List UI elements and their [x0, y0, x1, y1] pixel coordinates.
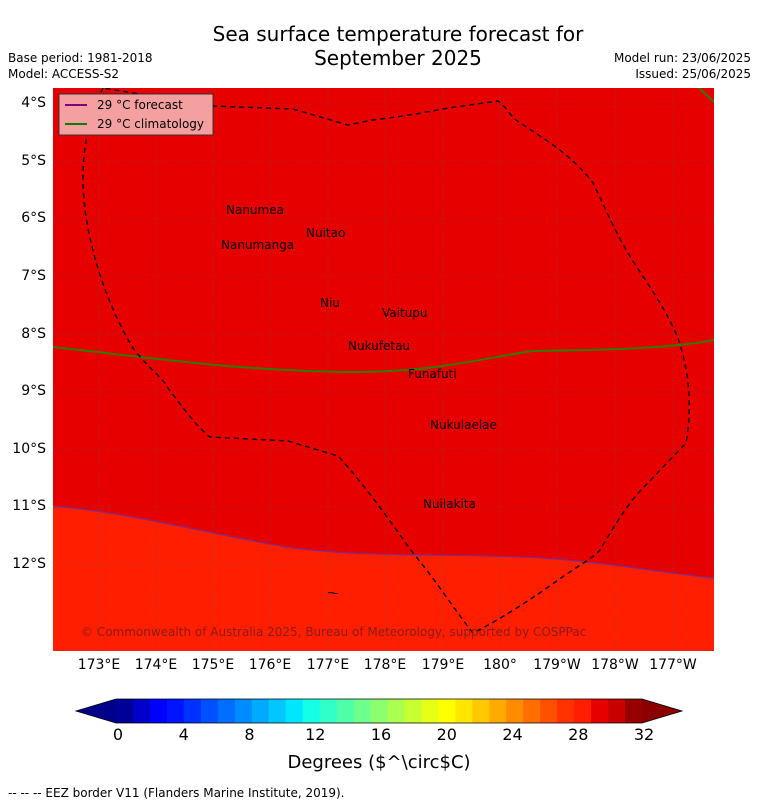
place-label-nuitao: Nuitao — [306, 226, 345, 240]
longitude-label: 175°E — [191, 657, 235, 673]
copyright-notice: © Commonwealth of Australia 2025, Bureau… — [81, 625, 586, 639]
colorbar-segment — [234, 699, 253, 723]
colorbar-tick-label: 24 — [502, 725, 523, 744]
colorbar-segment — [217, 699, 236, 723]
colorbar-low-extension — [76, 699, 116, 723]
longitude-label: 177°W — [649, 657, 697, 673]
colorbar-segment — [302, 699, 321, 723]
colorbar-segment — [268, 699, 287, 723]
place-label-nanumea: Nanumea — [226, 203, 284, 217]
latitude-label: 12°S — [12, 556, 46, 572]
colorbar-tick-label: 28 — [568, 725, 589, 744]
map-legend: 29 °C forecast 29 °C climatology — [58, 93, 214, 136]
graticule — [53, 88, 714, 651]
place-label-nukulaelae: Nukulaelae — [430, 418, 497, 432]
colorbar-segment — [506, 699, 524, 723]
colorbar-segment — [132, 699, 151, 723]
cooler-water-region — [53, 506, 714, 651]
legend-forecast-label: 29 °C forecast — [97, 98, 183, 112]
place-label-nuilakita: Nuilakita — [423, 497, 476, 511]
map-title: Sea surface temperature forecast for Sep… — [0, 22, 758, 70]
colorbar-segment — [200, 699, 219, 723]
colorbar-segment — [370, 699, 388, 723]
colorbar-tick-label: 16 — [370, 725, 392, 744]
colorbar-tick-label: 20 — [436, 725, 457, 744]
latitude-label: 9°S — [21, 383, 46, 399]
colorbar — [74, 698, 684, 724]
place-label-funafuti: Funafuti — [408, 367, 457, 381]
longitude-label: 176°E — [248, 657, 292, 673]
longitude-label: 177°E — [306, 657, 350, 673]
model-name: Model: ACCESS-S2 — [8, 67, 120, 81]
colorbar-segment — [608, 699, 626, 723]
longitude-label: 174°E — [134, 657, 178, 673]
colorbar-units: Degrees ($^\circ$C) — [287, 752, 471, 773]
colorbar-segment — [455, 699, 473, 723]
colorbar-segment — [336, 699, 355, 723]
sst-map: Nanumea Nuitao Nanumanga Niu Vaitupu Nuk… — [53, 88, 714, 651]
eez-footnote: -- -- -- EEZ border V11 (Flanders Marine… — [8, 786, 345, 800]
colorbar-segment — [540, 699, 558, 723]
latitude-label: 4°S — [21, 95, 46, 111]
colorbar-tick-label: 8 — [244, 725, 255, 744]
colorbar-segment — [574, 699, 592, 723]
longitude-label: 173°E — [77, 657, 121, 673]
place-label-nanumanga: Nanumanga — [221, 238, 294, 252]
colorbar-outline — [74, 698, 684, 724]
colorbar-tick-label: 4 — [178, 725, 189, 744]
colorbar-segment — [251, 699, 270, 723]
colorbar-segment — [421, 699, 439, 723]
longitude-label: 179°W — [533, 657, 581, 673]
longitude-label: 179°E — [421, 657, 465, 673]
colorbar-tick-label: 12 — [305, 725, 326, 744]
colorbar-segment — [166, 699, 185, 723]
colorbar-segment — [489, 699, 507, 723]
climatology-29c-contour — [53, 339, 714, 374]
colorbar-segment — [557, 699, 575, 723]
colorbar-segment — [523, 699, 541, 723]
base-period: Base period: 1981-2018 — [8, 51, 153, 65]
colorbar-segment — [319, 699, 338, 723]
island-outline — [327, 591, 339, 595]
colorbar-tick-label: 32 — [633, 725, 655, 744]
legend-climatology-label: 29 °C climatology — [97, 117, 204, 131]
colorbar-segment — [116, 699, 134, 723]
latitude-label: 10°S — [12, 441, 46, 457]
issued-date: Issued: 25/06/2025 — [635, 67, 751, 81]
colorbar-segment — [591, 699, 609, 723]
colorbar-tick-label: 0 — [112, 725, 124, 744]
title-line-1: Sea surface temperature forecast for — [212, 22, 584, 46]
place-label-niu: Niu — [320, 296, 340, 310]
forecast-29c-contour — [53, 505, 714, 579]
colorbar-segment — [438, 699, 456, 723]
colorbar-segment — [472, 699, 490, 723]
eez-border — [82, 88, 690, 634]
colorbar-segment — [183, 699, 202, 723]
colorbar-segment — [625, 699, 643, 723]
model-run: Model run: 23/06/2025 — [613, 51, 751, 65]
colorbar-segment — [285, 699, 304, 723]
colorbar-segment — [387, 699, 405, 723]
climatology-29c-contour-corner — [698, 88, 714, 103]
longitude-label: 178°E — [363, 657, 407, 673]
colorbar-segment — [404, 699, 422, 723]
colorbar-segment — [353, 699, 372, 723]
longitude-label: 178°W — [591, 657, 639, 673]
place-label-nukufetau: Nukufetau — [348, 339, 410, 353]
place-label-vaitupu: Vaitupu — [382, 306, 428, 320]
colorbar-segment — [149, 699, 168, 723]
latitude-label: 6°S — [21, 210, 46, 226]
latitude-label: 7°S — [21, 268, 46, 284]
colorbar-high-extension — [642, 699, 682, 723]
latitude-label: 8°S — [21, 326, 46, 342]
latitude-label: 5°S — [21, 153, 46, 169]
title-line-2: September 2025 — [314, 46, 482, 70]
latitude-label: 11°S — [12, 498, 46, 514]
longitude-label: 180° — [483, 657, 517, 673]
